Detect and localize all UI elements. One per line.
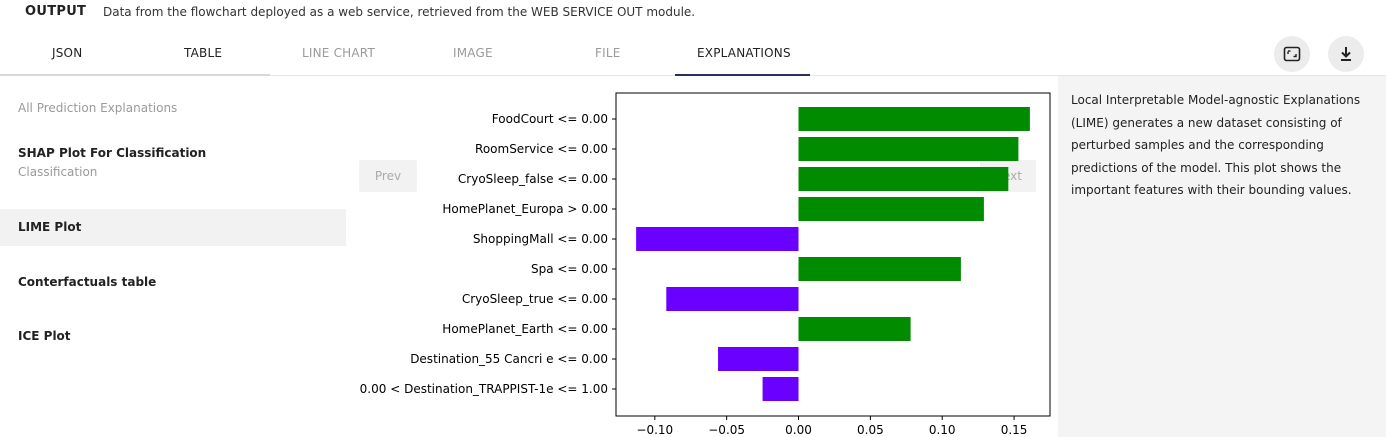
lime-description-panel: Local Interpretable Model-agnostic Expla… — [1058, 76, 1386, 437]
sidebar-item-counterfactuals-table[interactable]: Conterfactuals table — [0, 266, 346, 298]
x-tick-label: −0.10 — [636, 423, 673, 437]
y-tick-label: CryoSleep_true <= 0.00 — [462, 292, 608, 306]
sidebar-item-shap-plot[interactable]: SHAP Plot For Classification Classificat… — [0, 138, 346, 184]
y-tick-label: CryoSleep_false <= 0.00 — [458, 172, 608, 186]
x-tick-label: −0.05 — [708, 423, 745, 437]
plot-frame — [615, 92, 1051, 417]
tab-image[interactable]: IMAGE — [453, 46, 493, 60]
tab-table[interactable]: TABLE — [184, 46, 223, 60]
y-tick-label: 0.00 < Destination_TRAPPIST-1e <= 1.00 — [360, 382, 608, 396]
tab-explanations[interactable]: EXPLANATIONS — [697, 46, 791, 60]
y-tick-label: HomePlanet_Earth <= 0.00 — [442, 322, 608, 336]
sidebar-item-ice-plot[interactable]: ICE Plot — [0, 320, 346, 352]
download-button[interactable] — [1328, 36, 1364, 72]
x-tick-label: 0.15 — [1001, 423, 1028, 437]
y-tick-label: RoomService <= 0.00 — [475, 142, 608, 156]
lime-bar — [762, 377, 799, 401]
tab-file[interactable]: FILE — [595, 46, 621, 60]
lime-description: Local Interpretable Model-agnostic Expla… — [1071, 93, 1361, 197]
lime-bar — [798, 167, 1009, 191]
active-tab-indicator — [675, 74, 810, 76]
lime-bar — [798, 197, 984, 221]
prev-button[interactable]: Prev — [359, 160, 417, 192]
x-tick-label: 0.05 — [857, 423, 884, 437]
lime-bar — [718, 347, 799, 371]
download-icon — [1341, 47, 1351, 61]
sidebar-item-label: SHAP Plot For Classification — [18, 146, 207, 160]
y-tick-label: ShoppingMall <= 0.00 — [473, 232, 608, 246]
y-tick-label: Spa <= 0.00 — [531, 262, 608, 276]
sidebar-item-label: Conterfactuals table — [18, 275, 157, 289]
page-subtitle: Data from the flowchart deployed as a we… — [103, 5, 696, 19]
explanations-sidebar: All Prediction Explanations SHAP Plot Fo… — [0, 76, 346, 437]
lime-bar — [666, 287, 799, 311]
tab-line-chart[interactable]: LINE CHART — [302, 46, 376, 60]
page-title: OUTPUT — [25, 4, 87, 19]
sidebar-item-label: ICE Plot — [18, 329, 71, 343]
y-tick-label: HomePlanet_Europa > 0.00 — [442, 202, 608, 216]
tab-bar-underline — [0, 74, 270, 76]
fullscreen-button[interactable] — [1274, 36, 1310, 72]
y-tick-label: Destination_55 Cancri e <= 0.00 — [410, 352, 608, 366]
x-tick-label: 0.10 — [929, 423, 956, 437]
output-tabs: JSON TABLE LINE CHART IMAGE FILE EXPLANA… — [0, 34, 1386, 76]
lime-bar — [636, 227, 799, 251]
lime-bar — [798, 257, 961, 281]
sidebar-item-label: LIME Plot — [18, 220, 82, 234]
fullscreen-icon — [1283, 46, 1301, 62]
y-tick-label: FoodCourt <= 0.00 — [492, 112, 608, 126]
output-header: OUTPUT Data from the flowchart deployed … — [0, 0, 1386, 26]
sidebar-header: All Prediction Explanations — [18, 101, 178, 115]
sidebar-item-lime-plot[interactable]: LIME Plot — [0, 209, 346, 246]
lime-bar — [798, 317, 911, 341]
x-tick-label: 0.00 — [785, 423, 812, 437]
lime-bar — [798, 107, 1030, 131]
tab-json[interactable]: JSON — [52, 46, 83, 60]
lime-bar-chart: FoodCourt <= 0.00 RoomService <= 0.00 Cryo… — [360, 92, 1051, 437]
sidebar-item-sublabel: Classification — [18, 165, 98, 179]
lime-bar — [798, 137, 1019, 161]
